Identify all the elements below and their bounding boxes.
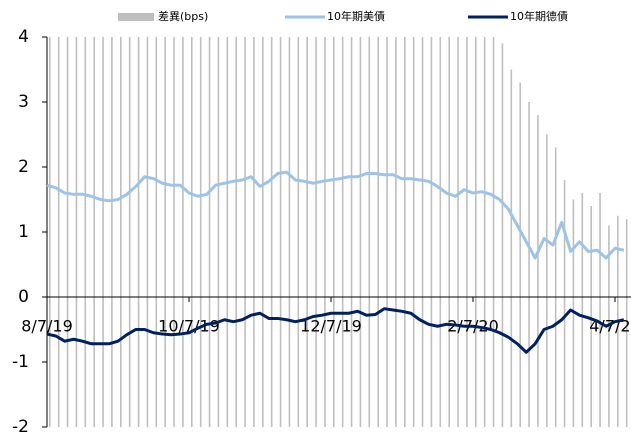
bar — [448, 37, 450, 427]
bar — [466, 37, 468, 427]
bar — [244, 37, 246, 427]
bar — [137, 37, 140, 427]
bar — [412, 37, 415, 427]
bar — [599, 193, 601, 427]
y-tick-label: -2 — [12, 417, 29, 434]
bar — [173, 37, 175, 427]
bar — [253, 37, 255, 427]
bar — [510, 69, 513, 427]
x-tick-label: 8/7/19 — [21, 317, 73, 336]
bar — [93, 37, 95, 427]
bar — [306, 37, 308, 427]
bar — [128, 37, 131, 427]
bar — [333, 37, 335, 427]
bar — [430, 37, 433, 427]
bar — [537, 115, 539, 427]
bar — [590, 206, 592, 427]
bar — [324, 37, 326, 427]
bar — [581, 193, 584, 427]
bar — [359, 37, 362, 427]
x-tick-label: 10/7/19 — [158, 317, 220, 336]
bar — [350, 37, 353, 427]
bar — [404, 37, 406, 427]
bar — [457, 37, 459, 427]
bar — [492, 37, 495, 427]
bar — [288, 37, 291, 427]
bar — [199, 37, 202, 427]
bar — [208, 37, 211, 427]
legend-label: 10年期德債 — [510, 9, 568, 23]
legend-label: 差異(bps) — [158, 9, 208, 23]
bar — [386, 37, 388, 427]
bar — [625, 219, 628, 427]
y-tick-label: 1 — [18, 222, 29, 242]
y-tick-label: -1 — [12, 352, 29, 372]
bar — [102, 37, 104, 427]
bar — [528, 102, 530, 427]
bar — [191, 37, 193, 427]
bar — [262, 37, 264, 427]
bar — [563, 180, 566, 427]
bar — [483, 37, 486, 427]
bar — [120, 37, 122, 427]
bar — [164, 37, 166, 427]
bar — [226, 37, 229, 427]
bar — [155, 37, 158, 427]
y-tick-label: 3 — [18, 92, 29, 112]
y-tick-label: 4 — [18, 27, 29, 47]
bar — [146, 37, 149, 427]
bar — [439, 37, 442, 427]
bar — [66, 37, 69, 427]
line — [46, 170, 625, 260]
bar — [217, 37, 220, 427]
bar — [235, 37, 237, 427]
bar — [501, 43, 504, 427]
bar — [111, 37, 113, 427]
bar — [182, 37, 184, 427]
bar — [554, 147, 557, 427]
bar — [57, 37, 60, 427]
legend-label: 10年期美債 — [327, 9, 385, 23]
bar — [368, 37, 371, 427]
bar — [279, 37, 282, 427]
bar — [75, 37, 78, 427]
y-tick-label: 0 — [18, 287, 29, 307]
bar — [297, 37, 300, 427]
bar — [395, 37, 397, 427]
bar — [475, 37, 477, 427]
bar — [546, 134, 548, 427]
x-tick-label: 12/7/19 — [300, 317, 362, 336]
bar — [84, 37, 87, 427]
bar — [519, 82, 521, 427]
y-tick-label: 2 — [18, 157, 29, 177]
bar — [341, 37, 344, 427]
legend-swatch — [118, 13, 154, 21]
bar — [421, 37, 424, 427]
bar — [49, 37, 51, 427]
bar — [315, 37, 317, 427]
bar — [270, 37, 273, 427]
line — [46, 307, 625, 354]
bar — [377, 37, 379, 427]
